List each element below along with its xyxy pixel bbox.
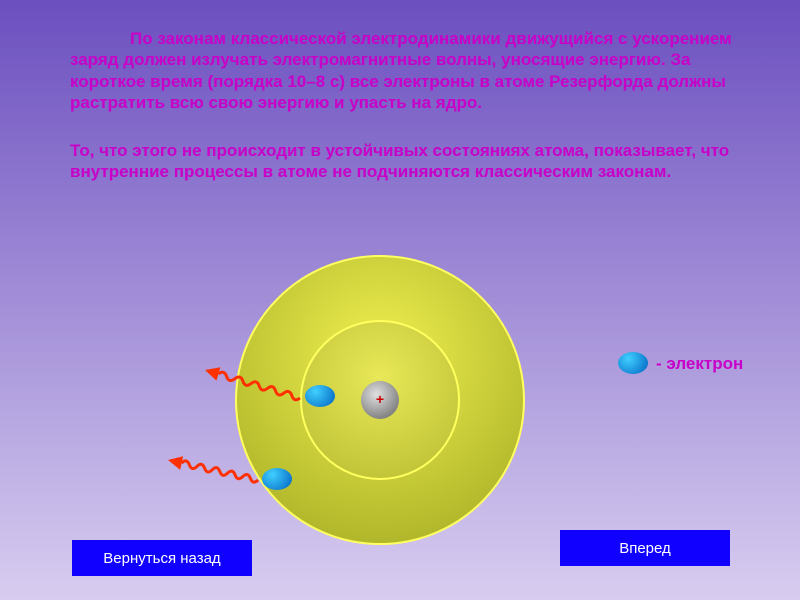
back-button[interactable]: Вернуться назад — [72, 540, 252, 576]
atom-diagram: + — [0, 0, 800, 600]
nucleus-charge-label: + — [374, 392, 386, 406]
forward-button[interactable]: Вперед — [560, 530, 730, 566]
forward-button-label: Вперед — [619, 540, 671, 557]
legend-electron-icon — [618, 352, 648, 374]
back-button-label: Вернуться назад — [103, 550, 220, 567]
slide: По законам классической электродинамики … — [0, 0, 800, 600]
legend-electron-label: - электрон — [656, 354, 743, 374]
